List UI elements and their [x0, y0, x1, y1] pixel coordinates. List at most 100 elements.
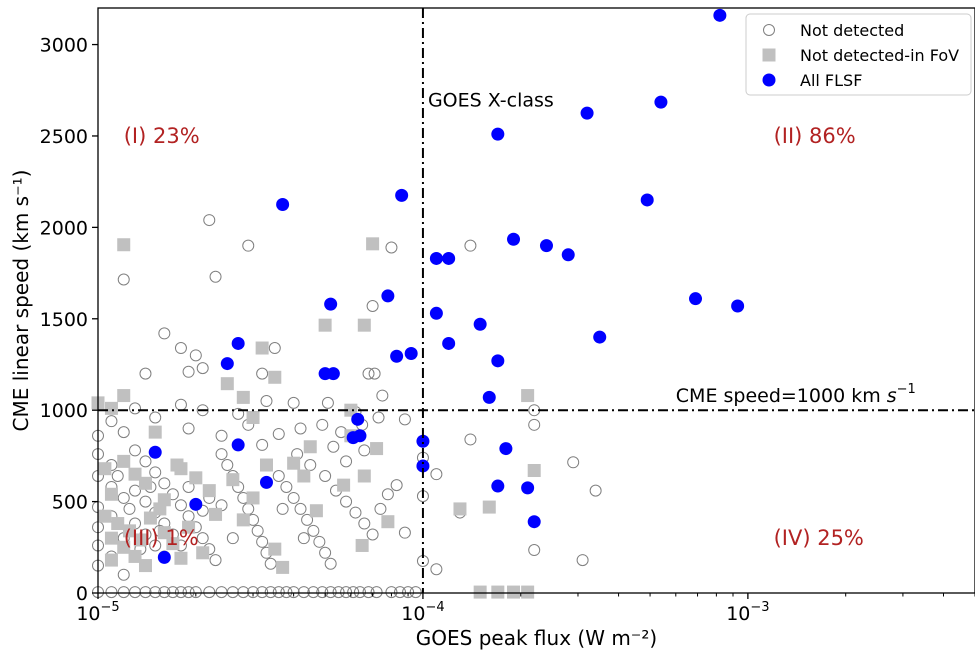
flsf-point	[689, 292, 703, 306]
flsf-point	[148, 445, 162, 459]
legend-label: Not detected	[800, 21, 904, 40]
not-detected-point	[321, 396, 334, 409]
not-detected-point	[247, 586, 260, 599]
x-class-label: GOES X-class	[428, 89, 554, 111]
fov-point	[226, 473, 240, 487]
legend: Not detected Not detected-in FoV All FLSF	[745, 13, 972, 96]
fov-point	[104, 487, 118, 501]
fov-point	[174, 551, 188, 565]
not-detected-point	[372, 411, 385, 424]
speed-threshold-label: CME speed=1000 km s−1	[676, 382, 916, 407]
not-detected-point	[464, 433, 477, 446]
fov-point	[521, 585, 535, 599]
not-detected-point	[358, 517, 371, 530]
not-detected-point	[158, 586, 171, 599]
fov-point	[98, 462, 112, 476]
not-detected-point	[149, 539, 162, 552]
series-all-flsf	[148, 8, 745, 564]
not-detected-point	[203, 214, 216, 227]
y-tick-label: 1000	[40, 400, 88, 422]
not-detected-point	[528, 544, 541, 557]
not-detected-point	[256, 535, 269, 548]
flsf-point	[189, 497, 203, 511]
legend-box	[745, 13, 972, 96]
fov-point	[117, 238, 131, 252]
not-detected-point	[251, 524, 264, 537]
fov-point	[182, 520, 196, 534]
not-detected-point	[327, 440, 340, 453]
not-detected-point	[139, 586, 152, 599]
flsf-point	[351, 412, 365, 426]
not-detected-point	[149, 586, 162, 599]
not-detected-point	[129, 444, 142, 457]
not-detected-point	[307, 524, 320, 537]
not-detected-point	[294, 422, 307, 435]
y-axis-title: CME linear speed (km s⁻¹)	[9, 170, 33, 432]
not-detected-point	[129, 402, 142, 415]
flsf-point	[654, 95, 668, 109]
not-detected-point	[174, 342, 187, 355]
not-detected-point	[139, 455, 152, 468]
legend-marker-not-detected	[763, 24, 775, 36]
fov-point	[122, 524, 136, 538]
fov-point	[255, 341, 269, 355]
not-detected-point	[340, 586, 353, 599]
not-detected-point	[297, 532, 310, 545]
flsf-point	[390, 349, 404, 363]
fov-point	[453, 502, 467, 516]
x-tick-label-base: 10	[76, 603, 100, 625]
not-detected-point	[353, 586, 366, 599]
y-tick-label: 3000	[40, 35, 88, 57]
fov-point	[259, 458, 273, 472]
not-detected-point	[256, 367, 269, 380]
fov-point	[104, 401, 118, 415]
legend-marker-fov	[762, 48, 776, 62]
fov-point	[337, 478, 351, 492]
not-detected-point	[381, 488, 394, 501]
x-axis-title: GOES peak flux (W m⁻²)	[416, 626, 657, 650]
not-detected-point	[242, 239, 255, 252]
flsf-point	[318, 367, 332, 381]
fov-point	[268, 542, 282, 556]
not-detected-point	[394, 586, 407, 599]
flsf-point	[593, 330, 607, 344]
x-tick-label-base: 10	[726, 603, 750, 625]
fov-point	[344, 403, 358, 417]
fov-point	[527, 464, 541, 478]
not-detected-point	[362, 367, 375, 380]
not-detected-point	[358, 444, 371, 457]
fov-point	[357, 469, 371, 483]
y-tick-label: 0	[76, 583, 88, 605]
flsf-point	[482, 390, 496, 404]
fov-point	[268, 370, 282, 384]
fov-point	[209, 507, 223, 521]
x-tick-label-exp: −4	[425, 600, 444, 615]
not-detected-point	[105, 586, 118, 599]
not-detected-point	[221, 459, 234, 472]
not-detected-point	[332, 586, 345, 599]
not-detected-point	[589, 484, 602, 497]
not-detected-point	[287, 491, 300, 504]
not-detected-point	[385, 586, 398, 599]
not-detected-point	[297, 586, 310, 599]
fov-point	[366, 237, 380, 251]
fov-point	[220, 377, 234, 391]
x-tick-label: 10−3	[726, 600, 769, 625]
not-detected-point	[260, 395, 273, 408]
not-detected-point	[272, 427, 285, 440]
flsf-point	[231, 438, 245, 452]
not-detected-point	[385, 241, 398, 254]
fov-point	[491, 585, 505, 599]
fov-point	[196, 546, 210, 560]
not-detected-point	[189, 586, 202, 599]
flsf-point	[527, 515, 541, 529]
not-detected-point	[368, 367, 381, 380]
not-detected-point	[196, 504, 209, 517]
fov-point	[153, 502, 167, 516]
fov-point	[104, 553, 118, 567]
flsf-point	[231, 336, 245, 350]
flsf-point	[580, 106, 594, 120]
not-detected-point	[149, 466, 162, 479]
